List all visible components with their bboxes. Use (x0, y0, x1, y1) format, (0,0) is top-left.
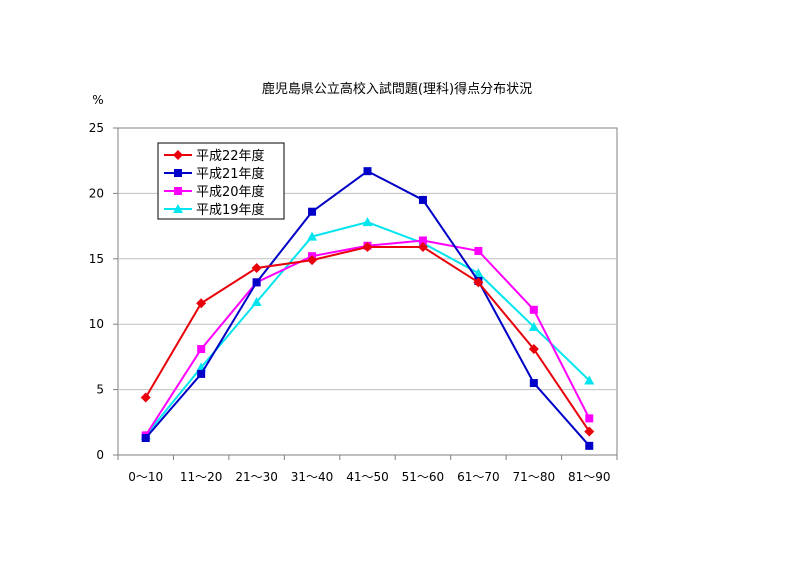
legend-marker (174, 187, 182, 195)
legend-label: 平成20年度 (196, 184, 265, 200)
data-point (473, 277, 484, 288)
x-tick-label: 61～70 (457, 470, 500, 484)
x-tick-label: 21～30 (235, 470, 278, 484)
y-axis-unit-label: % (92, 93, 103, 107)
x-tick-label: 81～90 (568, 470, 611, 484)
data-point (363, 167, 372, 176)
legend-marker (173, 150, 183, 160)
data-point (584, 375, 595, 385)
data-point (473, 268, 484, 278)
x-tick-label: 0～10 (128, 470, 163, 484)
data-point (528, 321, 539, 331)
x-tick-label: 51～60 (402, 470, 445, 484)
data-point (197, 369, 206, 378)
data-point (197, 345, 206, 354)
data-point (418, 236, 427, 245)
y-tick-label: 5 (96, 383, 104, 397)
y-tick-label: 10 (89, 317, 104, 331)
data-point (529, 305, 538, 314)
x-tick-label: 11～20 (180, 470, 223, 484)
data-point (140, 392, 151, 403)
data-point (529, 379, 538, 388)
data-point (308, 207, 317, 216)
x-tick-label: 41～50 (346, 470, 389, 484)
data-point (362, 217, 373, 227)
y-tick-label: 25 (89, 121, 104, 135)
legend-marker (174, 169, 182, 177)
data-point (251, 296, 262, 306)
y-tick-label: 20 (89, 186, 104, 200)
legend-marker (173, 204, 183, 213)
data-point (252, 278, 261, 287)
y-tick-label: 0 (96, 448, 104, 462)
data-point (141, 433, 150, 442)
data-point (307, 255, 318, 266)
data-point (251, 262, 262, 273)
legend-label: 平成19年度 (196, 202, 265, 218)
chart-title: 鹿児島県公立高校入試問題(理科)得点分布状況 (262, 81, 532, 97)
legend-item: 平成20年度 (164, 184, 265, 200)
y-tick-label: 15 (89, 252, 104, 266)
data-point (528, 344, 539, 355)
data-point (474, 246, 483, 255)
x-tick-label: 71～80 (513, 470, 556, 484)
legend-label: 平成21年度 (196, 166, 265, 182)
data-point (362, 242, 373, 253)
legend-item: 平成22年度 (164, 148, 265, 164)
data-point (585, 414, 594, 423)
data-point (584, 426, 595, 437)
data-point (417, 242, 428, 253)
legend-label: 平成22年度 (196, 148, 265, 164)
series-1 (140, 242, 595, 437)
data-point (196, 298, 207, 309)
legend-item: 平成19年度 (164, 202, 265, 218)
data-point (307, 231, 318, 241)
x-tick-label: 31～40 (291, 470, 334, 484)
legend-item: 平成21年度 (164, 166, 265, 182)
data-point (585, 441, 594, 450)
data-point (418, 195, 427, 204)
